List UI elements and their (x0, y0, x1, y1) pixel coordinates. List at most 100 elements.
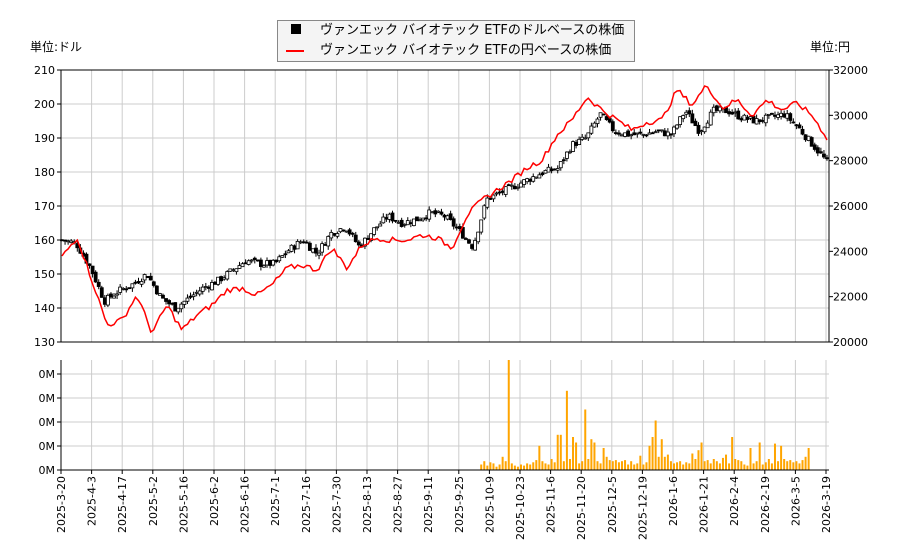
candle-body (344, 230, 349, 233)
candle-body (583, 137, 588, 140)
candle-body (568, 151, 572, 154)
candle-body (133, 281, 138, 284)
volume-bar (624, 460, 627, 470)
candle-body (558, 161, 563, 169)
candle-body (754, 118, 759, 125)
candle-body (243, 262, 248, 265)
y-left-tick-label: 130 (34, 336, 55, 349)
candle-body (589, 125, 594, 134)
x-tick-label: 2025-8-13 (361, 476, 374, 533)
candle-body (785, 113, 790, 119)
volume-bar (728, 463, 731, 470)
candle-body (393, 219, 398, 222)
candle-body (675, 124, 679, 129)
candle-body (669, 133, 673, 136)
volume-bar (712, 459, 715, 470)
volume-bar (495, 466, 498, 470)
candle-body (464, 238, 468, 240)
volume-bar (718, 463, 721, 470)
volume-bar (492, 463, 495, 470)
candle-body (179, 303, 184, 310)
candle-body (779, 112, 783, 117)
candle-body (531, 176, 536, 182)
volume-bar (630, 461, 633, 470)
candle-body (106, 294, 110, 306)
candle-body (197, 290, 202, 295)
volume-bar (761, 464, 764, 470)
red-line-icon (286, 41, 308, 61)
candle-body (503, 186, 508, 195)
candle-body (525, 178, 530, 183)
candle-body (757, 119, 762, 123)
candle-body (262, 265, 266, 268)
candle-body (399, 219, 404, 227)
candle-body (151, 281, 156, 286)
candle-body (268, 259, 272, 266)
legend-item-jpy: ヴァンエック バイオテック ETFの円ベースの株価 (286, 41, 624, 61)
candle-body (408, 222, 413, 225)
candle-body (641, 133, 646, 136)
candle-body (540, 172, 545, 176)
candle-body (537, 174, 542, 179)
candle-body (418, 219, 422, 222)
candle-body (402, 223, 407, 226)
y-right-tick-label: 22000 (833, 291, 868, 304)
volume-bar (709, 463, 712, 470)
volume-bar (587, 459, 590, 470)
right-unit-label: 単位:円 (810, 40, 851, 54)
x-tick-label: 2025-9-25 (453, 476, 466, 533)
candle-body (249, 259, 254, 262)
candle-body (470, 244, 474, 249)
volume-bar (565, 390, 568, 470)
candle-body (736, 110, 741, 120)
volume-bar (676, 462, 679, 470)
volume-bar (633, 464, 636, 470)
candle-body (115, 293, 119, 296)
volume-bar (611, 461, 614, 470)
candle-body (66, 240, 71, 243)
candle-body (662, 130, 667, 137)
y-right-tick-label: 28000 (833, 155, 868, 168)
candle-body (656, 129, 661, 132)
volume-bar (743, 464, 746, 470)
candle-body (788, 113, 793, 121)
candle-body (491, 194, 496, 200)
volume-bar (480, 464, 483, 470)
volume-bar (526, 463, 529, 470)
candle-body (210, 282, 214, 291)
volume-bar (556, 434, 559, 470)
candle-body (154, 285, 159, 295)
x-tick-label: 2025-7-16 (300, 476, 313, 533)
legend-label-usd: ヴァンエック バイオテック ETFのドルベースの株価 (320, 23, 625, 38)
volume-bar (740, 461, 743, 470)
candle-body (304, 241, 309, 244)
candle-body (148, 275, 153, 281)
volume-bar (694, 459, 697, 470)
y-left-tick-label: 140 (34, 302, 55, 315)
candle-body (439, 211, 444, 215)
volume-tick-label: 0M (39, 392, 56, 405)
candle-body (191, 294, 196, 297)
legend-label-jpy: ヴァンエック バイオテック ETFの円ベースの株価 (320, 43, 612, 58)
candle-body (280, 255, 285, 258)
candle-body (543, 169, 548, 174)
volume-bar (801, 460, 804, 470)
volume-bar (520, 464, 522, 470)
volume-bar (703, 461, 706, 470)
candle-body (714, 105, 719, 111)
volume-bar (544, 463, 547, 470)
candle-body (274, 259, 279, 263)
candle-body (812, 144, 817, 150)
volume-bar (770, 463, 773, 470)
candle-body (519, 182, 523, 188)
legend: ヴァンエック バイオテック ETFのドルベースの株価 ヴァンエック バイオテック… (277, 20, 636, 62)
volume-bar (783, 459, 786, 470)
candle-body (451, 218, 456, 227)
candle-body (467, 239, 471, 244)
candle-body (112, 295, 116, 299)
candle-body (610, 121, 615, 132)
x-tick-label: 2026-3-5 (789, 476, 802, 526)
candle-body (436, 210, 441, 213)
y-left-tick-label: 180 (34, 166, 55, 179)
candle-body (142, 274, 147, 281)
